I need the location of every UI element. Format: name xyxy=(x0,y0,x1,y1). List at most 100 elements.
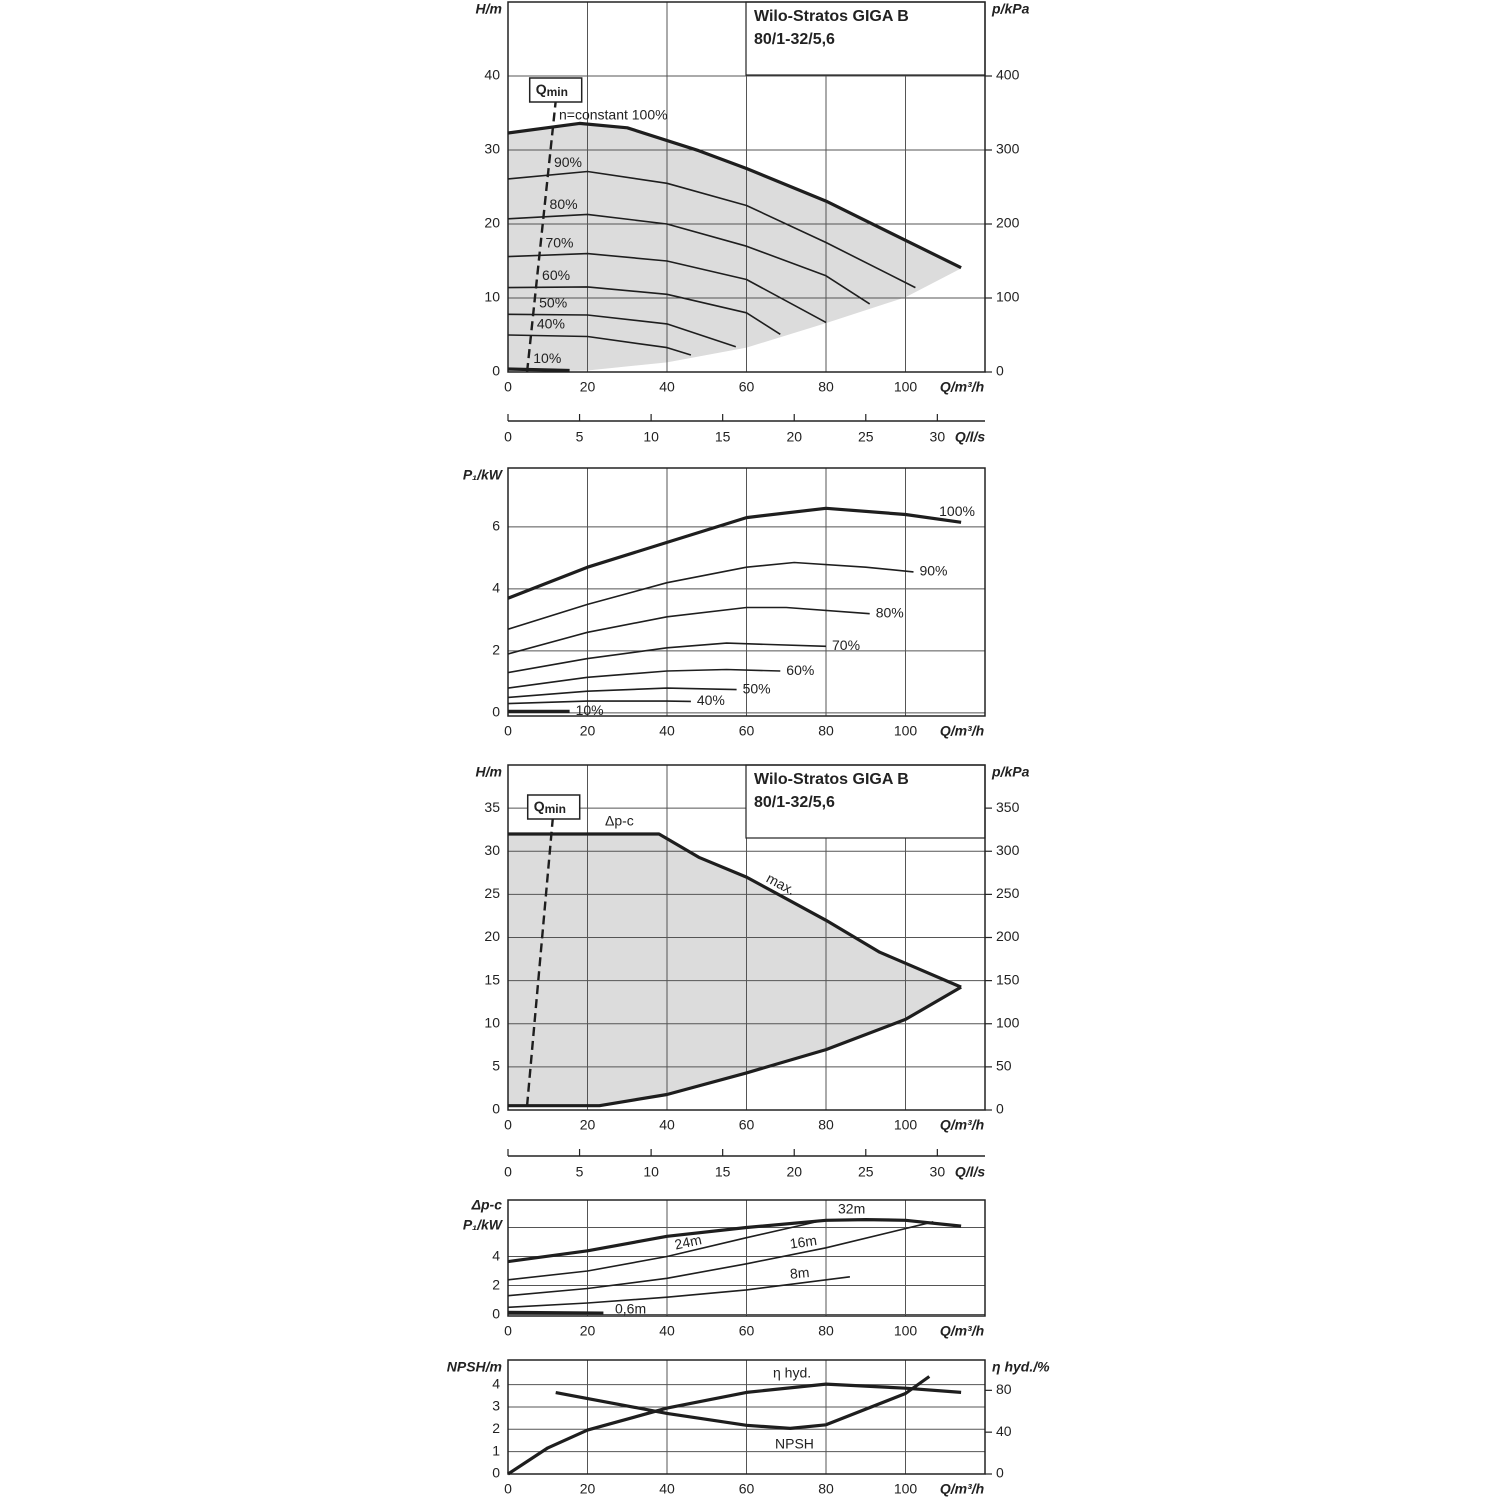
panel: Wilo-Stratos GIGA B 80/1-32/5,6 0 20 40 60 80 1… xyxy=(476,1,1030,445)
curve xyxy=(507,286,781,335)
curve xyxy=(507,1276,851,1309)
x-axis-label: Q/m³/h xyxy=(940,1323,984,1339)
plot-frame xyxy=(507,1,986,373)
y-axis-label: P₁/kW xyxy=(463,1217,504,1233)
panel: Wilo-Stratos GIGA B 80/1-32/5,6 0 20 40 60 80 1… xyxy=(476,764,1030,1180)
y-axis-label: NPSH/m xyxy=(447,1359,502,1375)
x2-axis-label: Q/l/s xyxy=(955,1164,986,1180)
x-axis-label: Q/m³/h xyxy=(940,723,984,739)
curve xyxy=(507,334,692,356)
y-axis-label: H/m xyxy=(476,764,502,780)
x2-tick-label: 25 xyxy=(858,1164,874,1180)
curve-label: 10% xyxy=(576,702,604,718)
curve-label: 70% xyxy=(545,234,573,250)
y-tick-label: 4 xyxy=(492,1375,500,1391)
y-tick-label: 0 xyxy=(492,1101,500,1117)
x2-tick-label: 20 xyxy=(786,429,802,445)
curve xyxy=(507,687,737,699)
qmin-box xyxy=(528,77,583,103)
curve-label: 60% xyxy=(786,662,814,678)
y2-tick-label: 50 xyxy=(996,1058,1012,1074)
curve-label: 32m xyxy=(838,1201,865,1217)
qmin-q: Q xyxy=(536,81,547,97)
plot-frame xyxy=(507,1359,986,1475)
curve xyxy=(507,1218,827,1281)
curve xyxy=(507,252,827,324)
x-tick-label: 100 xyxy=(894,379,918,395)
curve-label: 0,6m xyxy=(615,1301,646,1317)
curve xyxy=(507,170,916,289)
curve-label: 90% xyxy=(554,154,582,170)
plot-frame xyxy=(507,1199,986,1317)
x2-tick-label: 0 xyxy=(504,1164,512,1180)
curve xyxy=(507,700,691,705)
x2-tick-label: 10 xyxy=(643,429,659,445)
curve-label: 70% xyxy=(832,637,860,653)
x-tick-label: 40 xyxy=(659,379,675,395)
y2-axis-label: p/kPa xyxy=(991,764,1030,780)
x-tick-label: 0 xyxy=(504,1481,512,1497)
y-tick-label: 3 xyxy=(492,1398,500,1414)
x-tick-label: 40 xyxy=(659,1481,675,1497)
x-tick-label: 80 xyxy=(818,723,834,739)
qmin-label: Qmin xyxy=(536,81,568,99)
y2-tick-label: 200 xyxy=(996,928,1020,944)
y-tick-label: 4 xyxy=(492,580,500,596)
x-tick-label: 20 xyxy=(580,1117,596,1133)
operating-area xyxy=(508,834,962,1106)
curve xyxy=(508,985,962,1108)
y2-tick-label: 0 xyxy=(996,363,1004,379)
y-tick-label: 10 xyxy=(484,289,500,305)
x-tick-label: 80 xyxy=(818,379,834,395)
x-tick-label: 20 xyxy=(580,379,596,395)
y-tick-label: 2 xyxy=(492,642,500,658)
y-tick-label: 10 xyxy=(484,1014,500,1030)
qmin-sub: min xyxy=(547,85,568,99)
y2-tick-label: 300 xyxy=(996,842,1020,858)
curve xyxy=(507,313,737,348)
x2-tick-label: 15 xyxy=(715,429,731,445)
y-tick-label: 20 xyxy=(484,215,500,231)
y-tick-label: 15 xyxy=(484,971,500,987)
title-box xyxy=(745,764,986,839)
x2-tick-label: 20 xyxy=(786,1164,802,1180)
x-tick-label: 0 xyxy=(504,1117,512,1133)
curve-label: 80% xyxy=(876,604,904,620)
curve-label: 50% xyxy=(539,294,567,310)
y2-tick-label: 100 xyxy=(996,289,1020,305)
qmin-q: Q xyxy=(534,798,545,814)
y-axis-label: P₁/kW xyxy=(463,467,504,483)
curve-label: η hyd. xyxy=(773,1365,811,1381)
x-tick-label: 0 xyxy=(504,379,512,395)
x2-tick-label: 25 xyxy=(858,429,874,445)
curve xyxy=(507,561,914,630)
y-tick-label: 35 xyxy=(484,799,500,815)
curve-label: 100% xyxy=(939,503,975,519)
x-tick-label: 60 xyxy=(739,723,755,739)
y-axis-label: H/m xyxy=(476,1,502,17)
x2-tick-label: 10 xyxy=(643,1164,659,1180)
x-tick-label: 80 xyxy=(818,1323,834,1339)
curve-label: 90% xyxy=(919,563,947,579)
y-tick-label: 0 xyxy=(492,1305,500,1321)
y2-axis-label: p/kPa xyxy=(991,1,1030,17)
x2-axis-label: Q/l/s xyxy=(955,429,986,445)
x-tick-label: 80 xyxy=(818,1481,834,1497)
qmin-box xyxy=(526,794,581,820)
curve xyxy=(507,1221,934,1297)
curve xyxy=(507,1310,604,1315)
curve-label: NPSH xyxy=(775,1436,814,1452)
curve-label: 50% xyxy=(743,680,771,696)
x-tick-label: 40 xyxy=(659,723,675,739)
qmin-line xyxy=(525,808,555,1106)
x-axis-label: Q/m³/h xyxy=(940,1481,984,1497)
curve-label: 16m xyxy=(789,1232,818,1252)
y2-tick-label: 0 xyxy=(996,1101,1004,1117)
x-tick-label: 20 xyxy=(580,1323,596,1339)
title: Wilo-Stratos GIGA B xyxy=(754,8,909,25)
y-tick-label: 5 xyxy=(492,1058,500,1074)
panel: 0 20 40 60 80 100 Q/m³/h 0 2 4 Δp-c P₁/kW 32m 24m 16m 8… xyxy=(463,1197,986,1339)
x2-tick-label: 5 xyxy=(576,429,584,445)
